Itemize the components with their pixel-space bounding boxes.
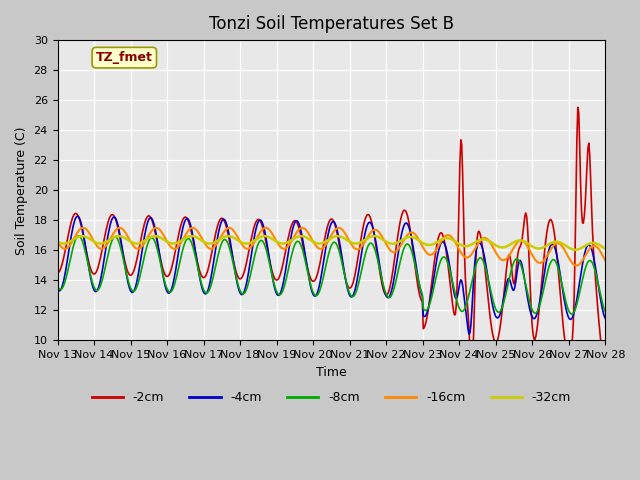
-4cm xyxy=(420,313,428,319)
-2cm xyxy=(150,226,158,232)
-4cm xyxy=(468,310,476,315)
-4cm xyxy=(74,213,81,219)
-8cm xyxy=(602,309,609,314)
-32cm xyxy=(378,236,385,241)
-4cm xyxy=(195,272,203,278)
-32cm xyxy=(572,247,579,252)
-16cm xyxy=(420,247,428,252)
-8cm xyxy=(54,283,61,289)
-16cm xyxy=(54,239,61,244)
-16cm xyxy=(195,231,203,237)
-8cm xyxy=(420,307,428,312)
-8cm xyxy=(75,233,83,239)
-32cm xyxy=(152,233,159,239)
-4cm xyxy=(54,287,61,292)
-2cm xyxy=(195,263,202,269)
-2cm xyxy=(602,360,609,366)
-4cm xyxy=(303,259,310,264)
-32cm xyxy=(78,233,86,239)
Line: -4cm: -4cm xyxy=(58,216,605,334)
-16cm xyxy=(467,252,475,258)
-32cm xyxy=(303,235,310,240)
-2cm xyxy=(574,105,582,110)
-4cm xyxy=(465,331,473,337)
-32cm xyxy=(467,242,475,248)
-32cm xyxy=(195,236,203,242)
-8cm xyxy=(152,240,159,246)
-16cm xyxy=(572,263,580,268)
-8cm xyxy=(378,274,385,279)
-2cm xyxy=(419,326,427,332)
Line: -8cm: -8cm xyxy=(58,236,605,314)
-32cm xyxy=(602,246,609,252)
Y-axis label: Soil Temperature (C): Soil Temperature (C) xyxy=(15,126,28,254)
-32cm xyxy=(420,241,428,247)
-2cm xyxy=(376,272,384,278)
-16cm xyxy=(303,228,310,233)
Title: Tonzi Soil Temperatures Set B: Tonzi Soil Temperatures Set B xyxy=(209,15,454,33)
Line: -16cm: -16cm xyxy=(58,228,605,265)
-8cm xyxy=(195,272,203,277)
-8cm xyxy=(568,311,575,317)
-16cm xyxy=(378,232,385,238)
-2cm xyxy=(54,270,61,276)
-8cm xyxy=(303,263,310,268)
-16cm xyxy=(116,225,124,231)
-2cm xyxy=(468,370,476,376)
X-axis label: Time: Time xyxy=(316,366,347,379)
Line: -32cm: -32cm xyxy=(58,236,605,250)
Text: TZ_fmet: TZ_fmet xyxy=(96,51,153,64)
-2cm xyxy=(301,255,309,261)
-8cm xyxy=(467,284,475,289)
-2cm xyxy=(466,347,474,352)
-4cm xyxy=(152,227,159,233)
Line: -2cm: -2cm xyxy=(58,108,605,373)
Legend: -2cm, -4cm, -8cm, -16cm, -32cm: -2cm, -4cm, -8cm, -16cm, -32cm xyxy=(86,386,576,409)
-32cm xyxy=(54,239,61,244)
-4cm xyxy=(602,316,609,322)
-16cm xyxy=(152,225,159,231)
-4cm xyxy=(378,273,385,278)
-16cm xyxy=(602,257,609,263)
